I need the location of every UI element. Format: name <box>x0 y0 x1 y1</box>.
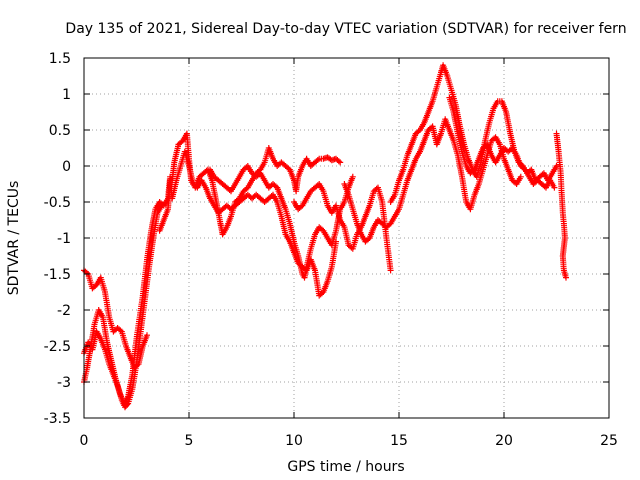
y-tick-label: -2.5 <box>44 339 71 355</box>
data-marker-group <box>81 202 165 411</box>
data-marker-group <box>341 116 524 245</box>
x-tick-label: 10 <box>285 433 303 449</box>
data-marker-group <box>553 130 569 281</box>
data-points <box>81 62 569 411</box>
y-tick-label: -2 <box>57 303 71 319</box>
x-tick-label: 15 <box>390 433 408 449</box>
series-track-j <box>553 130 569 281</box>
y-tick-label: -3 <box>57 375 71 391</box>
y-tick-label: 0.5 <box>49 123 71 139</box>
y-tick-label: -1 <box>57 231 71 247</box>
series-track-f <box>291 181 394 274</box>
axis-ticks <box>83 57 610 419</box>
series-track-d <box>156 148 339 299</box>
x-tick-labels: 0 5 10 15 20 25 <box>80 433 618 449</box>
x-tick-label: 25 <box>600 433 618 449</box>
series-track-i <box>446 94 558 191</box>
x-axis-label: GPS time / hours <box>287 459 404 475</box>
data-marker-group <box>446 94 558 191</box>
y-tick-label: 1.5 <box>49 51 71 67</box>
y-tick-label: 0 <box>62 159 71 175</box>
series-track-g <box>341 116 524 245</box>
grid <box>84 58 609 418</box>
x-tick-label: 20 <box>495 433 513 449</box>
series-track-b <box>81 202 165 411</box>
data-marker-group <box>291 181 394 274</box>
x-tick-label: 5 <box>185 433 194 449</box>
y-tick-label: -3.5 <box>44 411 71 427</box>
y-tick-label: 1 <box>62 87 71 103</box>
chart-title: Day 135 of 2021, Sidereal Day-to-day VTE… <box>65 21 626 37</box>
x-tick-label: 0 <box>80 433 89 449</box>
y-axis-label: SDTVAR / TECUs <box>6 181 22 296</box>
data-marker-group <box>156 148 339 299</box>
y-tick-label: -0.5 <box>44 195 71 211</box>
y-tick-labels: -3.5 -3 -2.5 -2 -1.5 -1 -0.5 0 0.5 1 1.5 <box>44 51 71 427</box>
y-tick-label: -1.5 <box>44 267 71 283</box>
